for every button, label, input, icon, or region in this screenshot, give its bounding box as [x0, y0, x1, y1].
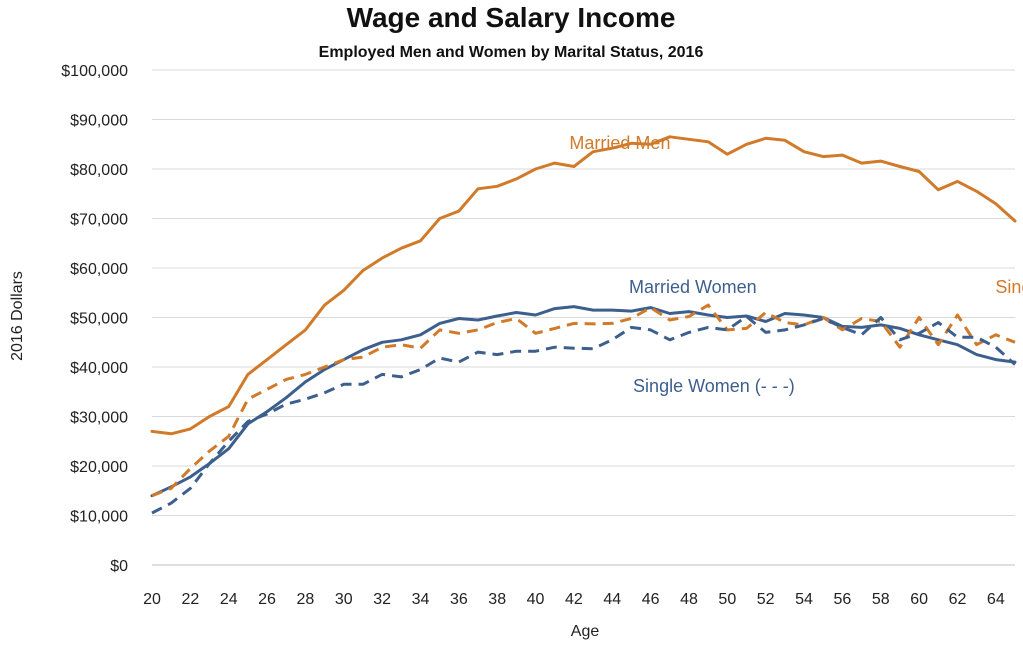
y-tick-label: $90,000: [70, 113, 128, 130]
y-tick-label: $60,000: [70, 261, 128, 278]
series-line-single-women: [151, 315, 1017, 515]
x-tick-label: 28: [297, 591, 315, 608]
series-annotation: Married Women: [629, 277, 757, 297]
series-line-married-men: [150, 135, 1017, 436]
x-tick-label: 44: [603, 591, 621, 608]
x-tick-label: 52: [757, 591, 775, 608]
y-tick-label: $20,000: [70, 459, 128, 476]
series-annotations: Married Men Married Women Single Men (- - …: [569, 133, 1023, 396]
series-annotation: Single Women (- - -): [633, 376, 795, 396]
x-tick-label: 34: [412, 591, 430, 608]
y-tick-label: $10,000: [70, 509, 128, 526]
y-tick-label: $0: [110, 558, 128, 575]
gridlines: [152, 69, 1015, 566]
x-tick-label: 36: [450, 591, 468, 608]
x-tick-label: 20: [143, 591, 161, 608]
y-tick-label: $40,000: [70, 360, 128, 377]
x-tick-label: 32: [373, 591, 391, 608]
y-tick-label: $100,000: [61, 63, 128, 80]
series-lines: [150, 135, 1017, 515]
y-axis-label: 2016 Dollars: [9, 271, 26, 361]
chart-subtitle: Employed Men and Women by Marital Status…: [319, 44, 704, 61]
x-tick-label: 24: [220, 591, 238, 608]
x-tick-label: 54: [795, 591, 813, 608]
x-tick-label: 48: [680, 591, 698, 608]
x-tick-label: 56: [834, 591, 852, 608]
series-line-single-men: [151, 303, 1016, 498]
series-line-married-women: [150, 305, 1017, 498]
x-tick-label: 62: [949, 591, 967, 608]
series-annotation: Single Men (- - -): [995, 277, 1023, 297]
chart-title: Wage and Salary Income: [347, 2, 676, 33]
y-tick-label: $70,000: [70, 212, 128, 229]
x-tick-label: 64: [987, 591, 1005, 608]
x-tick-label: 38: [488, 591, 506, 608]
x-tick-label: 40: [527, 591, 545, 608]
x-tick-label: 26: [258, 591, 276, 608]
y-tick-label: $30,000: [70, 410, 128, 427]
x-axis-ticks: 20 22 24 26 28 30 32 34 36 38 40 42 44 46 48 50 52 54 56 58…: [143, 591, 1005, 608]
x-tick-label: 60: [910, 591, 928, 608]
y-axis-ticks: $0 $10,000 $20,000 $30,000 $40,000 $50,000 $60…: [61, 63, 128, 575]
x-tick-label: 30: [335, 591, 353, 608]
x-axis-label: Age: [571, 623, 600, 640]
x-tick-label: 50: [718, 591, 736, 608]
y-tick-label: $50,000: [70, 311, 128, 328]
series-annotation: Married Men: [569, 133, 670, 153]
x-tick-label: 42: [565, 591, 583, 608]
x-tick-label: 46: [642, 591, 660, 608]
y-tick-label: $80,000: [70, 162, 128, 179]
x-tick-label: 58: [872, 591, 890, 608]
x-tick-label: 22: [181, 591, 199, 608]
